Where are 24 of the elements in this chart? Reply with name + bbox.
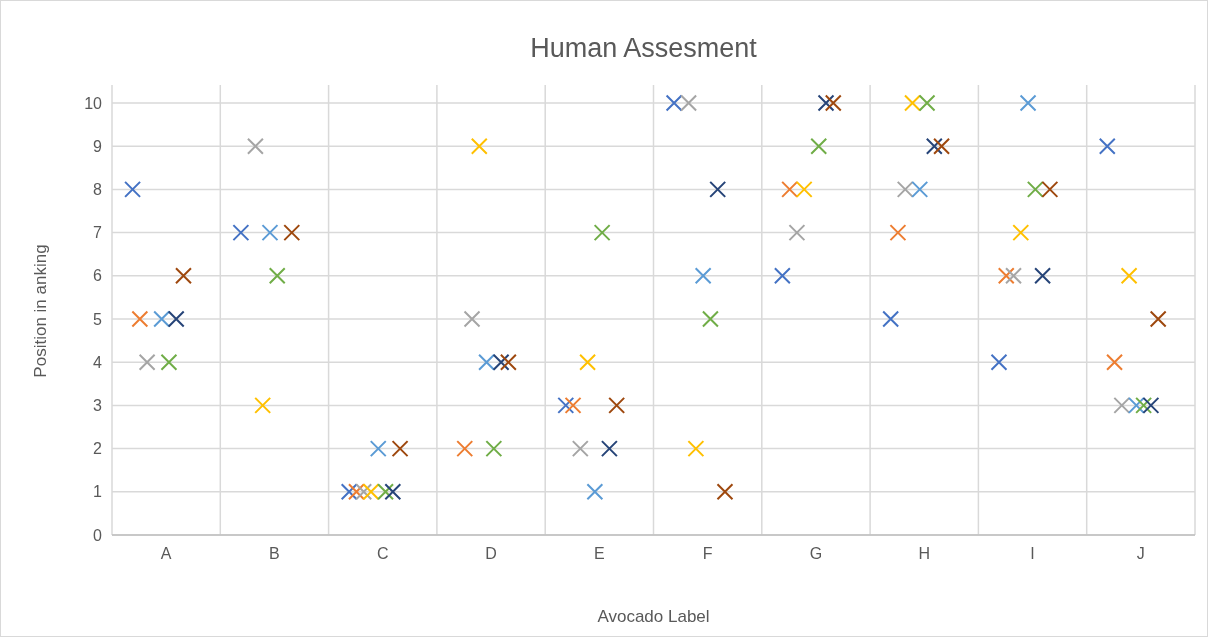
y-tick-label: 10	[84, 94, 103, 112]
x-axis-title: Avocado Label	[597, 607, 710, 626]
x-tick-label: E	[594, 545, 605, 563]
x-tick-label: F	[702, 545, 713, 563]
y-tick-label: 5	[93, 310, 103, 328]
y-tick-label: 1	[93, 483, 103, 501]
x-tick-label: B	[269, 545, 280, 563]
chart-title: Human Assesment	[530, 33, 758, 63]
y-tick-label: 4	[93, 353, 103, 371]
y-tick-label: 7	[93, 224, 103, 242]
x-tick-label: D	[485, 545, 497, 563]
x-tick-label: C	[376, 545, 389, 563]
y-tick-label: 0	[93, 526, 103, 544]
x-tick-label: J	[1136, 545, 1145, 563]
y-tick-label: 2	[93, 440, 103, 458]
x-tick-label: A	[160, 545, 172, 563]
x-tick-label: H	[918, 545, 931, 563]
y-tick-label: 6	[93, 267, 103, 285]
y-tick-label: 9	[93, 137, 103, 155]
x-tick-label: I	[1030, 545, 1035, 563]
y-axis-title: Position in anking	[31, 244, 50, 378]
x-tick-label: G	[809, 545, 823, 563]
y-tick-label: 8	[93, 181, 103, 198]
y-tick-label: 3	[93, 397, 103, 414]
